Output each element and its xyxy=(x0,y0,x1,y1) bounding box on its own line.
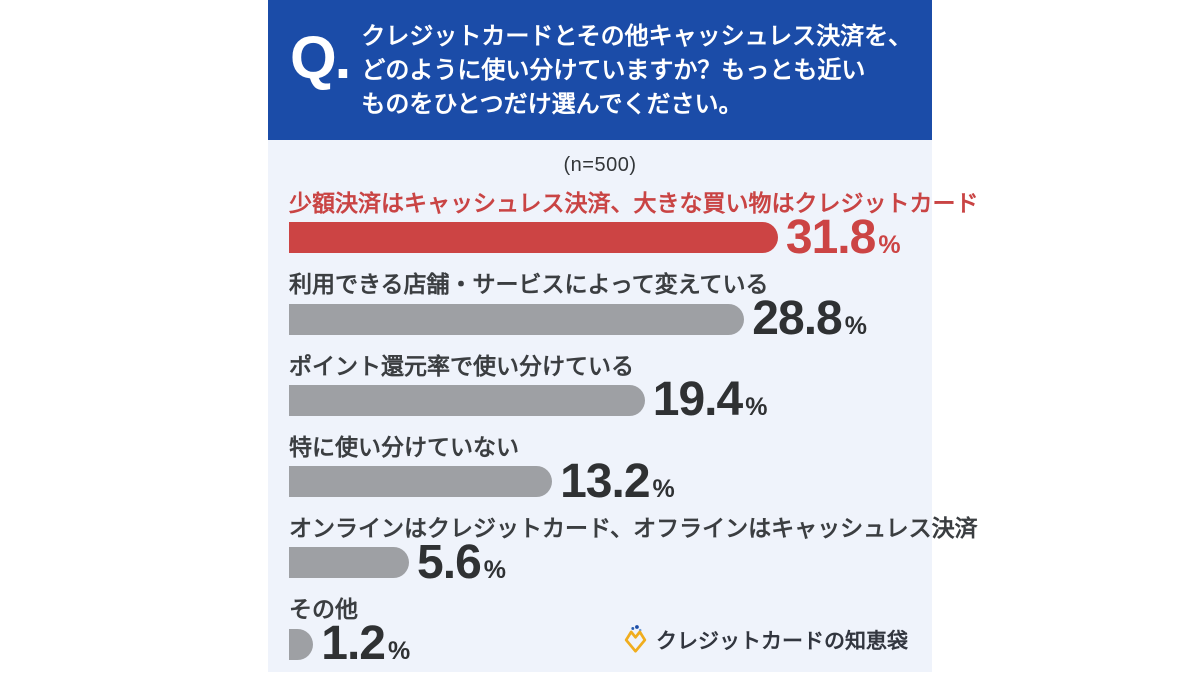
bar-value-number: 5.6 xyxy=(417,535,482,589)
question-line-1: クレジットカードとその他キャッシュレス決済を、 xyxy=(361,23,913,50)
bar-label: 特に使い分けていない xyxy=(289,433,519,460)
question-text: クレジットカードとその他キャッシュレス決済を、 どのように使い分けていますか？も… xyxy=(361,20,912,122)
bar-value-unit: % xyxy=(745,393,768,422)
bar-line: 5.6% xyxy=(289,538,911,586)
brand-logo-text: クレジットカードの知恵袋 xyxy=(656,630,908,653)
bar-value-unit: % xyxy=(387,637,411,666)
chart-row: ポイント還元率で使い分けている 19.4% xyxy=(289,352,911,424)
wisdom-bag-icon xyxy=(622,624,649,656)
bar-line: 19.4% xyxy=(289,376,911,424)
bar-value: 1.2% xyxy=(321,620,410,668)
bar xyxy=(289,466,553,498)
question-line-2: どのように使い分けていますか？もっとも近い xyxy=(361,57,866,84)
bar-value: 13.2% xyxy=(560,454,675,508)
brand-logo: クレジットカードの知恵袋 xyxy=(622,624,908,656)
bar-value-number: 13.2 xyxy=(560,454,650,508)
bar-value: 31.8% xyxy=(785,210,901,264)
question-line-3: ものをひとつだけ選んでください。 xyxy=(361,91,743,118)
infographic-panel: Q. クレジットカードとその他キャッシュレス決済を、 どのように使い分けています… xyxy=(268,0,979,672)
chart-body: (n=500) 少額決済はキャッシュレス決済、大きな買い物はクレジットカード 31… xyxy=(268,140,979,672)
bar-label: オンラインはクレジットカード、オフラインはキャッシュレス決済 xyxy=(289,515,978,542)
bar xyxy=(289,384,645,416)
bar-label: ポイント還元率で使い分けている xyxy=(289,352,634,379)
sample-size-label: (n=500) xyxy=(563,154,637,176)
bar-value-number: 28.8 xyxy=(752,292,842,346)
bar-line: 31.8% xyxy=(289,213,911,261)
chart-row: その他 1.2% xyxy=(289,596,911,668)
bar-line: 13.2% xyxy=(289,457,911,505)
chart-row: 利用できる店舗・サービスによって変えている 28.8% xyxy=(289,271,911,343)
bar-value: 28.8% xyxy=(752,295,867,343)
bar-value-unit: % xyxy=(483,555,506,584)
bar-line: 28.8% xyxy=(289,295,911,343)
bar-line: 1.2% xyxy=(289,620,911,668)
bar-value-unit: % xyxy=(878,230,901,259)
bar-value-unit: % xyxy=(652,474,675,503)
bar-label: 少額決済はキャッシュレス決済、大きな買い物はクレジットカード xyxy=(289,190,979,216)
bar xyxy=(289,222,778,254)
bar xyxy=(289,547,410,579)
question-mark: Q. xyxy=(290,24,351,91)
bar xyxy=(289,303,745,335)
chart-row: 特に使い分けていない 13.2% xyxy=(289,433,911,505)
question-header: Q. クレジットカードとその他キャッシュレス決済を、 どのように使い分けています… xyxy=(268,0,932,140)
bar-value-number: 1.2 xyxy=(321,617,386,671)
bar-label: その他 xyxy=(289,596,358,623)
chart-row: 少額決済はキャッシュレス決済、大きな買い物はクレジットカード 31.8% xyxy=(289,190,979,261)
chart-row: オンラインはクレジットカード、オフラインはキャッシュレス決済 5.6% xyxy=(289,515,978,586)
bar-value-number: 19.4 xyxy=(652,373,743,427)
bar-value: 5.6% xyxy=(417,535,506,589)
bar-value: 19.4% xyxy=(653,376,768,424)
bar-chart: 少額決済はキャッシュレス決済、大きな買い物はクレジットカード 31.8% 利用できる… xyxy=(289,190,979,668)
bar xyxy=(289,628,314,660)
bar-value-number: 31.8 xyxy=(785,210,876,264)
bar-label: 利用できる店舗・サービスによって変えている xyxy=(289,271,769,298)
bar-value-unit: % xyxy=(844,312,867,341)
